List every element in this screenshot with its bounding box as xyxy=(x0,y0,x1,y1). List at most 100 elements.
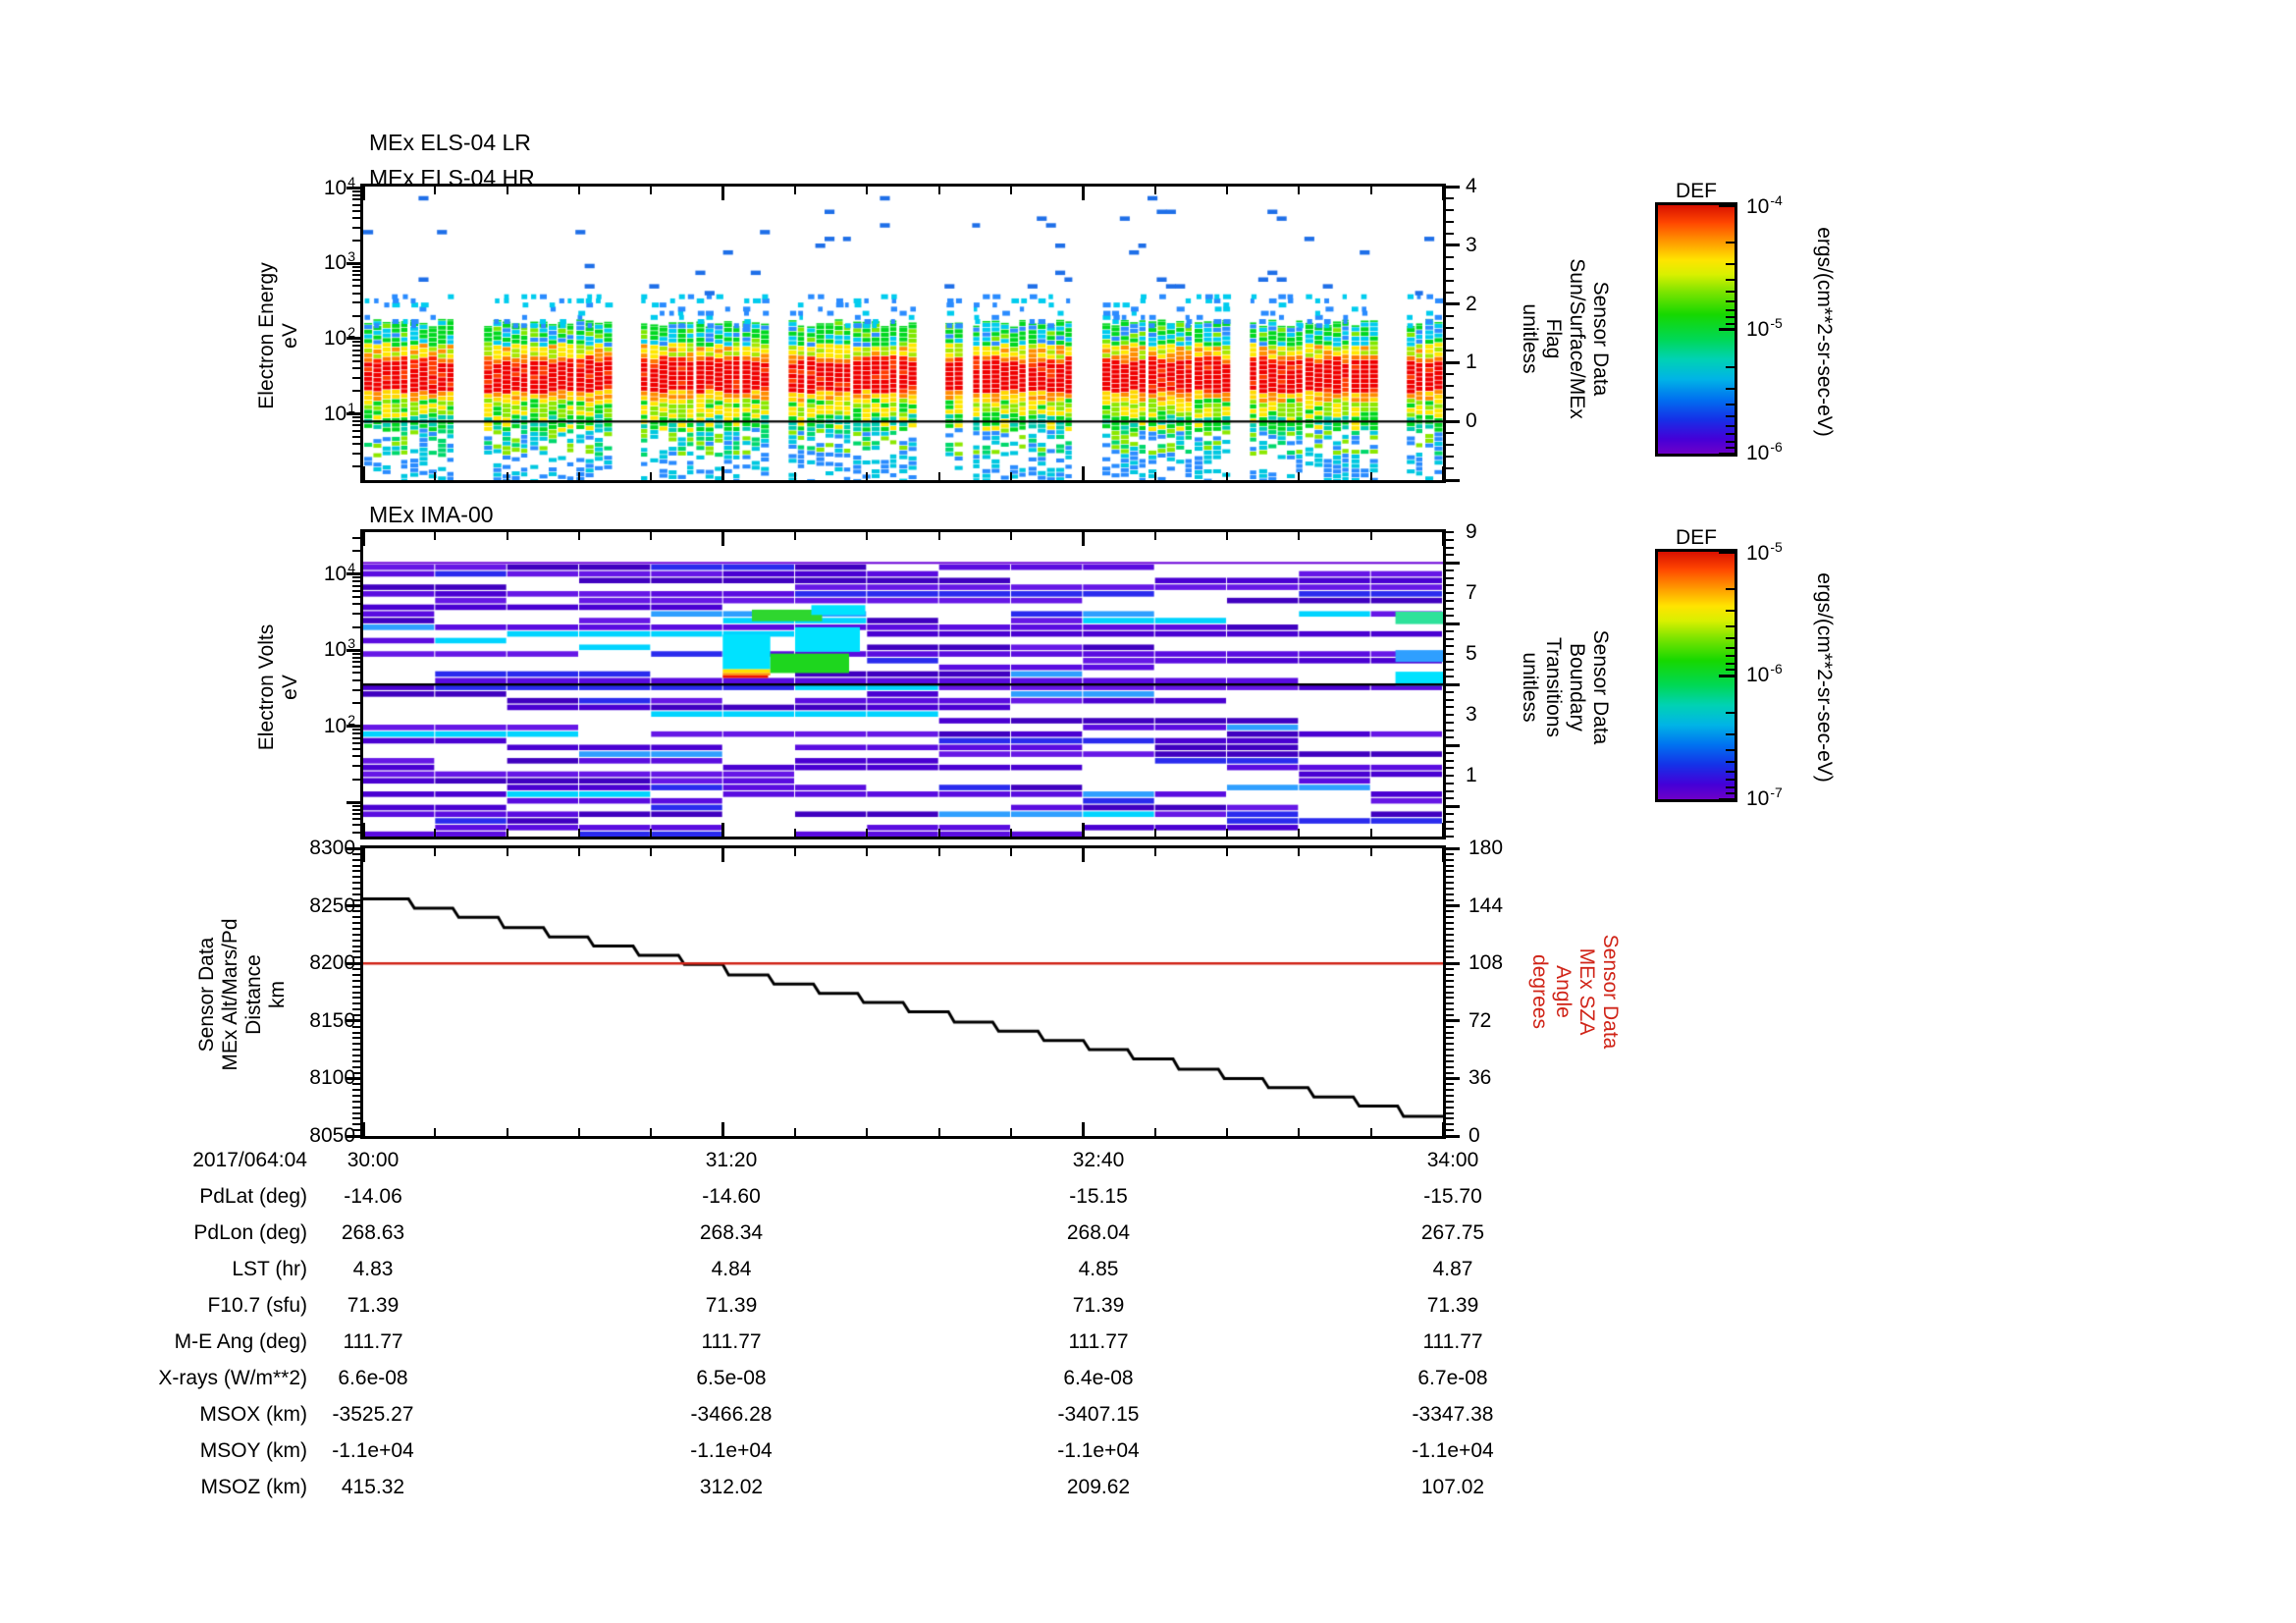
axis-tick xyxy=(1446,220,1454,223)
axis-tick xyxy=(1446,706,1454,709)
axis-tick xyxy=(650,532,653,540)
axis-tick xyxy=(1726,242,1735,244)
axis-tick xyxy=(1446,858,1454,861)
axis-tick xyxy=(1726,711,1735,714)
colorbar-els-title: DEF xyxy=(1676,180,1717,202)
axis-tick xyxy=(1446,1031,1454,1034)
axis-tick xyxy=(352,950,360,953)
table-cell-value: 4.84 xyxy=(711,1258,752,1280)
axis-tick xyxy=(506,1128,508,1136)
axis-tick xyxy=(937,1128,940,1136)
axis-tick xyxy=(721,1122,725,1136)
axis-tick xyxy=(1446,714,1454,716)
tick-exponent: 2 xyxy=(347,324,355,340)
axis-tick xyxy=(1441,823,1445,837)
table-cell-value: 4.87 xyxy=(1432,1258,1473,1280)
table-cell-value: -3525.27 xyxy=(332,1403,414,1426)
els-right-axis-label: Sensor Data Sun/Surface/MEx Flag unitles… xyxy=(1519,258,1612,419)
axis-tick xyxy=(1446,973,1454,976)
axis-tick xyxy=(352,979,360,982)
axis-tick xyxy=(352,1123,360,1126)
axis-tick xyxy=(1446,373,1454,376)
axis-tick xyxy=(352,747,360,750)
axis-tick xyxy=(1726,748,1735,751)
axis-tick xyxy=(1446,1019,1460,1023)
axis-tick xyxy=(352,589,360,592)
axis-tick xyxy=(1153,187,1156,194)
axis-tick xyxy=(347,725,360,729)
alt-ytick-label: 8150 xyxy=(309,1008,355,1032)
axis-tick xyxy=(1446,232,1454,235)
axis-tick xyxy=(1446,893,1454,895)
axis-tick xyxy=(1446,1013,1454,1016)
axis-tick xyxy=(352,390,360,393)
axis-tick xyxy=(1446,812,1454,815)
axis-tick xyxy=(1446,933,1454,936)
axis-tick xyxy=(352,1111,360,1114)
axis-tick xyxy=(1726,624,1735,627)
axis-tick xyxy=(1010,1128,1012,1136)
axis-tick xyxy=(794,532,796,540)
axis-tick xyxy=(721,848,725,862)
axis-tick xyxy=(434,187,437,194)
axis-tick xyxy=(1446,456,1454,459)
axis-tick xyxy=(1446,950,1454,953)
alt-right-tick-label: 72 xyxy=(1468,1008,1492,1032)
axis-tick xyxy=(1446,682,1460,686)
axis-tick xyxy=(1446,1071,1454,1074)
alt-ytick-label: 8300 xyxy=(309,837,355,859)
axis-tick xyxy=(721,187,725,200)
table-cell-value: 6.6e-08 xyxy=(338,1367,408,1389)
axis-tick xyxy=(361,1122,365,1136)
axis-tick xyxy=(1719,550,1735,554)
axis-tick xyxy=(1446,997,1454,1000)
x-axis-time-label: 32:40 xyxy=(1072,1149,1125,1171)
axis-tick xyxy=(1446,599,1454,602)
axis-tick xyxy=(650,187,653,194)
tick-exponent: -5 xyxy=(1770,539,1783,555)
axis-tick xyxy=(1441,848,1445,862)
axis-tick xyxy=(1446,1123,1454,1126)
axis-tick xyxy=(352,1065,360,1068)
axis-tick xyxy=(1441,1122,1445,1136)
table-cell-value: 111.77 xyxy=(1422,1330,1483,1353)
axis-tick xyxy=(650,848,653,856)
axis-tick xyxy=(1719,452,1735,456)
axis-tick xyxy=(352,1089,360,1092)
axis-tick xyxy=(352,824,360,827)
axis-tick xyxy=(1446,1089,1454,1092)
axis-tick xyxy=(1369,472,1372,480)
axis-tick xyxy=(352,997,360,1000)
axis-tick xyxy=(347,904,360,908)
tick-base: 10 xyxy=(323,327,347,350)
ima-right-tick-label: 3 xyxy=(1466,703,1477,726)
axis-tick xyxy=(352,1059,360,1062)
axis-tick xyxy=(1446,676,1454,678)
axis-tick xyxy=(1153,829,1156,837)
axis-tick xyxy=(1446,968,1454,971)
axis-tick xyxy=(794,848,796,856)
altitude-line-canvas xyxy=(363,848,1443,1136)
els-ytick-label: 104 xyxy=(324,174,355,200)
axis-tick xyxy=(1441,532,1445,546)
axis-tick xyxy=(1446,1094,1454,1097)
axis-tick xyxy=(1446,1111,1454,1114)
table-cell-value: 268.34 xyxy=(699,1221,764,1244)
axis-tick xyxy=(1446,898,1454,901)
table-cell-value: 111.77 xyxy=(701,1330,762,1353)
axis-tick xyxy=(352,274,360,277)
axis-tick xyxy=(347,1019,360,1023)
axis-tick xyxy=(1010,472,1012,480)
axis-tick xyxy=(352,345,360,348)
axis-tick xyxy=(794,187,796,194)
axis-tick xyxy=(1369,1128,1372,1136)
table-cell-value: 71.39 xyxy=(347,1294,400,1317)
table-cell-value: -3347.38 xyxy=(1412,1403,1494,1426)
axis-tick xyxy=(1226,848,1228,856)
axis-tick xyxy=(352,367,360,370)
axis-tick xyxy=(1446,185,1460,189)
axis-tick xyxy=(1726,316,1735,319)
axis-tick xyxy=(352,279,360,282)
axis-tick xyxy=(1446,1129,1454,1132)
axis-tick xyxy=(794,829,796,837)
